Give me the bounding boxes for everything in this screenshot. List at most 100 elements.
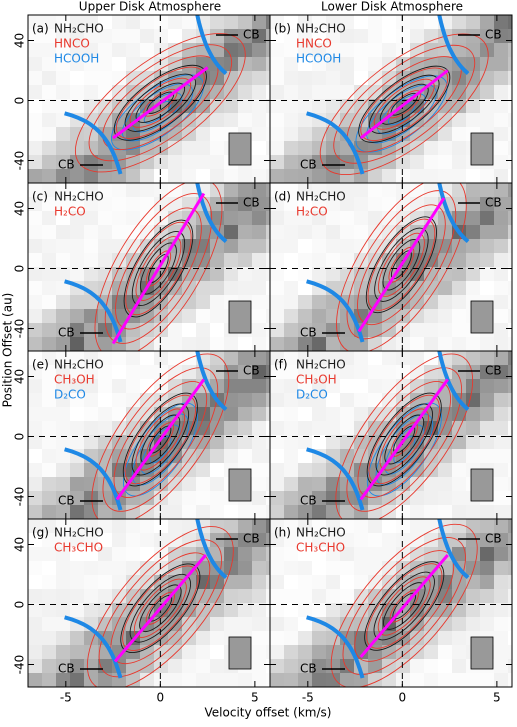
background-pixel (182, 477, 196, 491)
fit-line (115, 378, 206, 501)
background-pixel (196, 281, 210, 295)
background-pixel (340, 85, 354, 99)
background-pixel (480, 365, 494, 379)
background-pixel (396, 141, 410, 155)
background-pixel (56, 407, 70, 421)
background-pixel (42, 323, 56, 337)
background-pixel (494, 29, 508, 43)
background-pixel (284, 113, 298, 127)
background-pixel (508, 29, 512, 43)
background-pixel (382, 197, 396, 211)
background-pixel (326, 211, 340, 225)
background-pixel (56, 253, 70, 267)
background-pixel (70, 57, 84, 71)
background-pixel (494, 183, 508, 197)
background-pixel (252, 169, 266, 183)
background-pixel (98, 225, 112, 239)
background-pixel (168, 99, 182, 113)
background-pixel (224, 519, 238, 533)
background-pixel (42, 309, 56, 323)
background-pixel (98, 603, 112, 617)
background-pixel (126, 183, 140, 197)
background-pixel (466, 435, 480, 449)
background-pixel (298, 295, 312, 309)
background-pixel (326, 435, 340, 449)
background-pixel (424, 379, 438, 393)
background-pixel (368, 365, 382, 379)
background-pixel (494, 323, 508, 337)
keplerian-curve (195, 519, 228, 579)
background-pixel (382, 183, 396, 197)
background-pixel (508, 211, 512, 225)
background-pixel (252, 561, 266, 575)
background-pixel (466, 225, 480, 239)
background-pixel (326, 659, 340, 673)
background-pixel (452, 99, 466, 113)
background-pixel (140, 561, 154, 575)
background-pixel (252, 281, 266, 295)
background-pixel (312, 267, 326, 281)
background-pixel (368, 323, 382, 337)
background-pixel (70, 421, 84, 435)
background-pixel (284, 659, 298, 673)
background-pixel (224, 379, 238, 393)
contour (319, 33, 489, 176)
background-pixel (494, 225, 508, 239)
background-pixel (382, 393, 396, 407)
y-tick-label: 40 (13, 201, 27, 216)
background-pixel (494, 253, 508, 267)
background-pixel (210, 463, 224, 477)
beam (470, 132, 494, 166)
x-tick-label: 5 (251, 691, 259, 705)
background-pixel (70, 673, 84, 687)
background-pixel (238, 421, 252, 435)
background-pixel (224, 169, 238, 183)
background-pixel (112, 477, 126, 491)
panel-plot (270, 183, 512, 351)
background-pixel (154, 337, 168, 351)
background-pixel (326, 85, 340, 99)
background-pixel (98, 71, 112, 85)
background-pixel (452, 379, 466, 393)
background-pixel (270, 309, 284, 323)
background-pixel (480, 43, 494, 57)
background-pixel (354, 407, 368, 421)
contour (346, 367, 463, 512)
background-pixel (326, 575, 340, 589)
background-pixel (270, 155, 284, 169)
cb-label: CB (300, 662, 317, 676)
background-pixel (424, 351, 438, 365)
background-pixel (396, 547, 410, 561)
background-pixel (270, 57, 284, 71)
background-pixel (266, 449, 270, 463)
background-pixel (270, 43, 284, 57)
background-pixel (466, 85, 480, 99)
background-pixel (112, 197, 126, 211)
cb-label: CB (300, 326, 317, 340)
background-pixel (224, 603, 238, 617)
background-pixel (326, 351, 340, 365)
background-pixel (154, 29, 168, 43)
background-pixel (182, 449, 196, 463)
background-pixel (368, 253, 382, 267)
background-pixel (42, 645, 56, 659)
background-pixel (266, 239, 270, 253)
background-pixel (126, 71, 140, 85)
background-pixel (238, 365, 252, 379)
background-pixel (210, 169, 224, 183)
background-pixel (452, 113, 466, 127)
background-pixel (396, 43, 410, 57)
background-pixel (70, 575, 84, 589)
y-tick-label: -40 (13, 151, 27, 171)
background-pixel (70, 407, 84, 421)
background-pixel (424, 281, 438, 295)
background-pixel (42, 575, 56, 589)
background-pixel (126, 659, 140, 673)
background-pixel (494, 169, 508, 183)
background-pixel (266, 169, 270, 183)
background-pixel (112, 645, 126, 659)
background-pixel (494, 547, 508, 561)
background-pixel (480, 225, 494, 239)
background-pixel (508, 589, 512, 603)
